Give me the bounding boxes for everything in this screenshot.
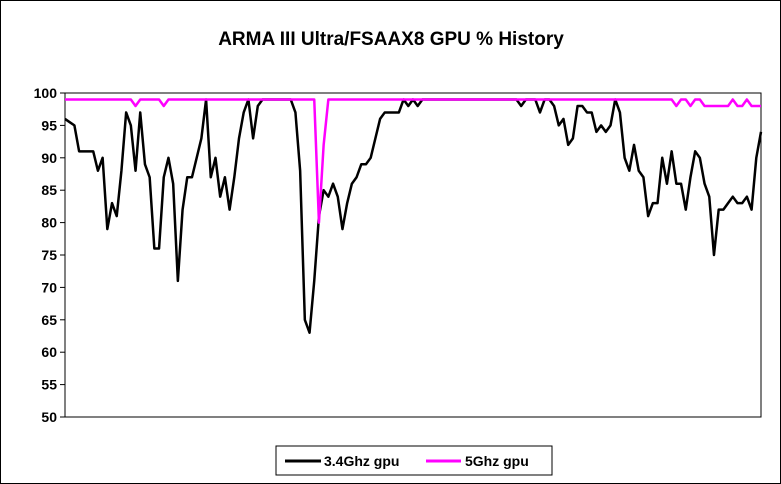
y-tick-label: 95 <box>41 117 57 133</box>
y-tick-label: 70 <box>41 279 57 295</box>
chart-title: ARMA III Ultra/FSAAX8 GPU % History <box>218 29 564 50</box>
y-tick-label: 80 <box>41 215 57 231</box>
series-line-5ghz <box>65 98 761 224</box>
y-tick-label: 60 <box>41 344 57 360</box>
plot-area <box>64 92 762 418</box>
legend: 3.4Ghz gpu 5Ghz gpu <box>275 445 553 476</box>
y-tick-label: 55 <box>41 377 57 393</box>
y-tick-label: 85 <box>41 182 57 198</box>
legend-label-3-4ghz: 3.4Ghz gpu <box>324 453 399 469</box>
y-tick-label: 90 <box>41 150 57 166</box>
y-tick-label: 100 <box>34 85 58 101</box>
legend-box <box>275 445 553 476</box>
y-tick-label: 65 <box>41 312 57 328</box>
y-tick-label: 75 <box>41 247 57 263</box>
y-axis: 50 55 60 65 70 75 80 85 90 95 100 <box>34 85 65 425</box>
legend-label-5ghz: 5Ghz gpu <box>465 453 529 469</box>
y-tick-label: 50 <box>41 409 57 425</box>
series-layer <box>64 98 763 335</box>
